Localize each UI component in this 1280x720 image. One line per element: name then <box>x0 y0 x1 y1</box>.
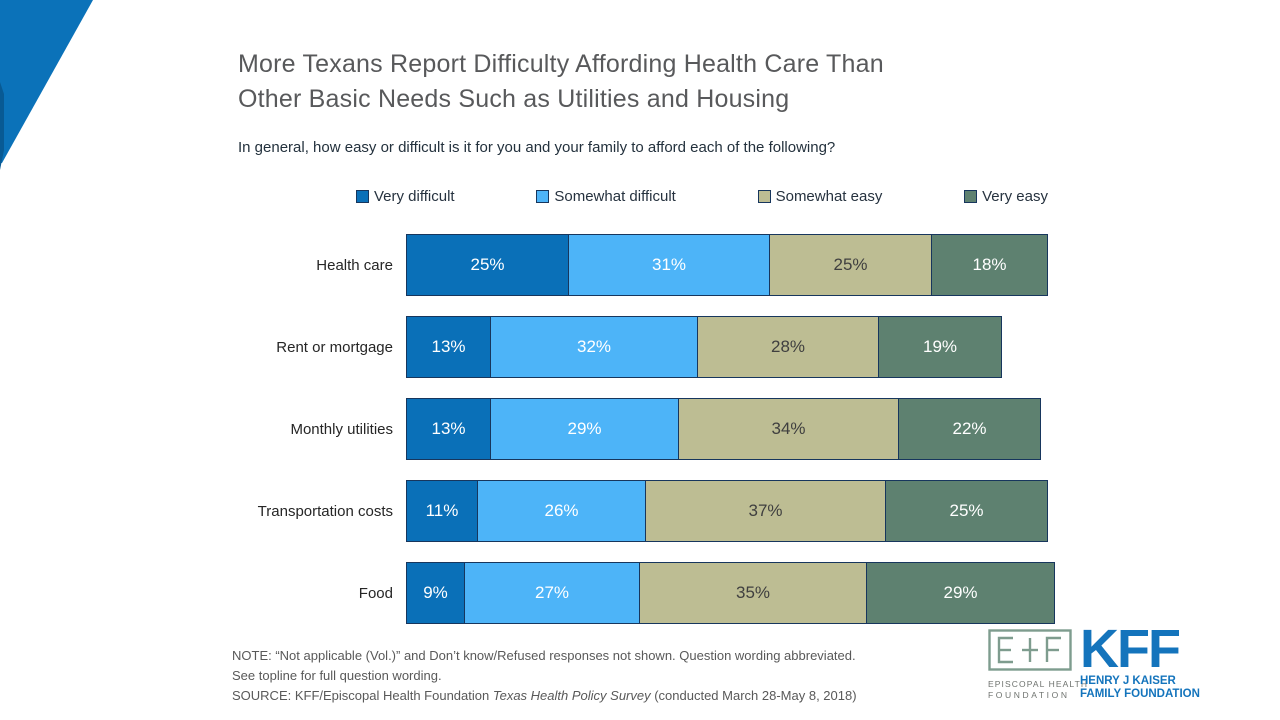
source-prefix: SOURCE: KFF/Episcopal Health Foundation <box>232 688 493 703</box>
bar-value-label: 29% <box>567 419 602 438</box>
legend: Very difficult Somewhat difficult Somewhat… <box>356 188 1048 205</box>
chart-row: Monthly utilities 13% 29% 34% 22% <box>230 398 1055 460</box>
bar-value-label: 31% <box>651 255 687 274</box>
row-label: Food <box>358 584 393 602</box>
bar-segment: 18% <box>931 234 1048 296</box>
kff-caption-line-1: HENRY J KAISER <box>1080 675 1176 687</box>
bar-track: 13% 29% 34% 22% <box>406 398 1041 460</box>
row-label: Transportation costs <box>257 502 393 520</box>
legend-label: Very easy <box>982 188 1048 205</box>
bar-value-label: 26% <box>544 501 579 520</box>
source-line: SOURCE: KFF/Episcopal Health Foundation … <box>232 686 972 706</box>
bar-value-label: 11% <box>425 501 459 520</box>
bar-segment: 32% <box>490 316 698 378</box>
page-title: More Texans Report Difficulty Affording … <box>238 47 1098 117</box>
bar-segment: 27% <box>464 562 640 624</box>
legend-swatch-icon <box>356 190 369 203</box>
bar-segment: 26% <box>477 480 646 542</box>
bar-segment: 31% <box>568 234 770 296</box>
bar-track: 25% 31% 25% 18% <box>406 234 1048 296</box>
note-line-2: See topline for full question wording. <box>232 668 442 683</box>
bar-segment: 19% <box>878 316 1002 378</box>
bar-segment: 25% <box>406 234 569 296</box>
bar-value-label: 28% <box>770 337 806 356</box>
chart-row: Rent or mortgage 13% 32% 28% 19% <box>230 316 1055 378</box>
bar-segment: 22% <box>898 398 1041 460</box>
chart-row: Transportation costs 11% 26% 37% 25% <box>230 480 1055 542</box>
source-suffix: (conducted March 28-May 8, 2018) <box>650 688 857 703</box>
row-label: Rent or mortgage <box>276 338 393 356</box>
corner-triangle-decoration <box>0 0 93 170</box>
bar-segment: 35% <box>639 562 867 624</box>
bar-segment: 28% <box>697 316 879 378</box>
kff-caption-line-2: FAMILY FOUNDATION <box>1080 688 1200 700</box>
ehf-caption-line-1: EPISCOPAL HEALTH <box>988 679 1089 689</box>
ehf-caption-line-2: FOUNDATION <box>988 690 1070 700</box>
note-line-1: NOTE: “Not applicable (Vol.)” and Don’t … <box>232 648 856 663</box>
bar-value-label: 18% <box>972 255 1007 274</box>
legend-item: Somewhat difficult <box>536 188 676 205</box>
legend-item: Very easy <box>964 188 1048 205</box>
bar-track: 9% 27% 35% 29% <box>406 562 1055 624</box>
legend-label: Very difficult <box>374 188 455 205</box>
bar-value-label: 13% <box>431 337 466 356</box>
survey-question-subtitle: In general, how easy or difficult is it … <box>238 139 836 156</box>
bar-segment: 13% <box>406 316 491 378</box>
bar-value-label: 27% <box>534 583 570 602</box>
footer-notes: NOTE: “Not applicable (Vol.)” and Don’t … <box>232 646 972 706</box>
title-line-2: Other Basic Needs Such as Utilities and … <box>238 85 790 113</box>
bar-value-label: 25% <box>833 255 868 274</box>
stacked-bar-chart: Health care 25% 31% 25% 18% Rent or mortgage 1… <box>230 234 1055 644</box>
bar-segment: 9% <box>406 562 465 624</box>
bar-value-label: 19% <box>922 337 958 356</box>
bar-segment: 11% <box>406 480 478 542</box>
title-line-1: More Texans Report Difficulty Affording … <box>238 50 884 78</box>
bar-value-label: 34% <box>771 419 806 438</box>
bar-segment: 25% <box>885 480 1048 542</box>
bar-segment: 25% <box>769 234 932 296</box>
legend-swatch-icon <box>757 190 771 203</box>
bar-value-label: 22% <box>952 419 987 438</box>
bar-value-label: 35% <box>735 583 771 602</box>
bar-value-label: 9% <box>423 583 448 602</box>
kff-logo: KFF HENRY J KAISER FAMILY FOUNDATION <box>1080 619 1200 701</box>
row-label: Health care <box>316 256 393 274</box>
legend-item: Somewhat easy <box>757 188 883 205</box>
row-label: Monthly utilities <box>290 420 393 438</box>
chart-row: Health care 25% 31% 25% 18% <box>230 234 1055 296</box>
bar-value-label: 32% <box>576 337 612 356</box>
kff-wordmark: KFF <box>1080 619 1181 679</box>
source-survey-name: Texas Health Policy Survey <box>492 688 651 703</box>
bar-value-label: 13% <box>431 419 466 438</box>
bar-track: 11% 26% 37% 25% <box>406 480 1048 542</box>
bar-value-label: 25% <box>470 255 505 274</box>
bar-value-label: 29% <box>943 583 978 602</box>
bar-value-label: 25% <box>949 501 984 520</box>
bar-segment: 29% <box>866 562 1055 624</box>
episcopal-health-foundation-logo: EPISCOPAL HEALTH FOUNDATION <box>988 629 1089 701</box>
bar-value-label: 37% <box>748 501 783 520</box>
chart-row: Food 9% 27% 35% 29% <box>230 562 1055 624</box>
bar-track: 13% 32% 28% 19% <box>406 316 1002 378</box>
legend-label: Somewhat difficult <box>554 188 676 205</box>
legend-swatch-icon <box>536 190 550 203</box>
ehf-logo-icon <box>988 629 1072 671</box>
legend-label: Somewhat easy <box>775 188 883 205</box>
bar-segment: 29% <box>490 398 679 460</box>
bar-segment: 34% <box>678 398 899 460</box>
bar-segment: 37% <box>645 480 886 542</box>
legend-item: Very difficult <box>356 188 455 205</box>
bar-segment: 13% <box>406 398 491 460</box>
legend-swatch-icon <box>964 190 978 203</box>
